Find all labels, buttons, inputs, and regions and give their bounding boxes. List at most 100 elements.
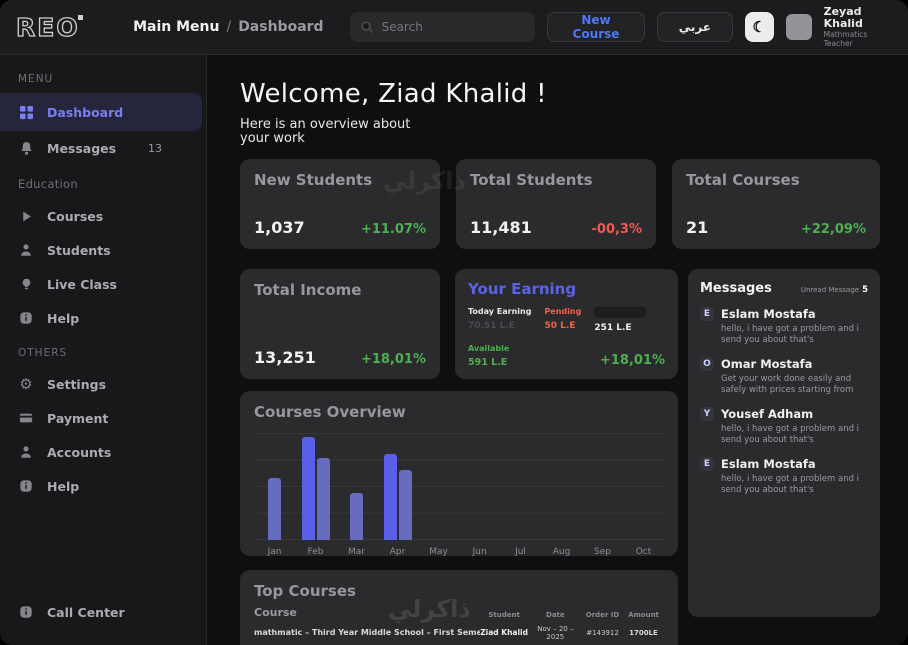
top-bar: REO Main Menu / Dashboard New Course عرب… — [0, 0, 908, 55]
stat-value: 11,481 — [470, 217, 532, 237]
chart-bar — [398, 469, 412, 540]
stat-delta: +22,09% — [800, 221, 866, 237]
breadcrumb: Main Menu / Dashboard — [133, 19, 324, 35]
sidebar-item-label: Call Center — [47, 604, 125, 620]
breadcrumb-dashboard[interactable]: Dashboard — [238, 19, 324, 35]
student-column-header: Student — [488, 610, 520, 619]
search-icon — [360, 21, 373, 33]
stats-row: New Students 1,037 +11.07% Total Student… — [240, 158, 880, 249]
your-earning-card: Your Earning Today Earning 70.51 L.E Pen… — [455, 268, 678, 379]
dark-mode-toggle[interactable]: ☾ — [744, 12, 774, 42]
user-role: Mathmatics Teacher — [823, 30, 868, 48]
messages-panel: Messages Unread Message 5 E Eslam Mostafa… — [688, 268, 880, 617]
message-preview: hello, i have got a problem and i send y… — [721, 473, 860, 495]
chart-bar — [383, 453, 397, 540]
user-name: Zeyad Khalid — [823, 4, 863, 31]
earning-delta: +18,01% — [599, 352, 665, 368]
today-earning-value: 70.51 L.E — [468, 320, 515, 331]
user-avatar[interactable] — [785, 14, 812, 40]
info-icon — [18, 311, 34, 325]
message-preview: hello, i have got a problem and i send y… — [721, 423, 860, 445]
gear-icon: ⚙ — [19, 374, 33, 393]
pending-value: 50 L.E — [544, 320, 576, 331]
menu-section-label: MENU — [18, 73, 54, 85]
message-list-item[interactable]: E Eslam Mostafa hello, i have got a prob… — [700, 456, 868, 496]
user-info: Zeyad Khalid Mathmatics Teacher — [823, 4, 892, 49]
chart-x-label: Jul — [515, 546, 526, 557]
sidebar-item-label: Payment — [47, 410, 109, 426]
sidebar: MENU Dashboard Messages 13 Education Cou… — [0, 55, 207, 645]
date-cell: Nov – 20 – 2025 — [537, 624, 574, 641]
sidebar-item-label: Live Class — [47, 276, 118, 292]
sidebar-item-dashboard[interactable]: Dashboard — [0, 93, 202, 131]
message-sender-name: Eslam Mostafa — [721, 456, 816, 471]
course-cell: mathmatic – Third Year Middle School – F… — [254, 628, 480, 638]
sidebar-item-call-center[interactable]: Call Center — [0, 595, 206, 629]
bar-chart-plot — [254, 432, 664, 540]
new-course-button[interactable]: New Course — [547, 12, 645, 42]
language-toggle-button[interactable]: عربي — [656, 12, 733, 42]
order-id-column-header: Order ID — [585, 610, 620, 619]
chart-x-label: Sep — [594, 546, 611, 557]
message-sender-name: Eslam Mostafa — [721, 306, 816, 321]
message-preview: hello, i have got a problem and i send y… — [721, 323, 860, 345]
sidebar-item-label: Courses — [47, 208, 104, 224]
breadcrumb-separator: / — [226, 19, 232, 35]
stat-delta: -00,3% — [591, 221, 643, 237]
chart-bars — [254, 433, 664, 540]
course-column-header: Course — [254, 605, 297, 619]
main-content: ذاكرلي ذاكرلي Welcome, Ziad Khalid ! Her… — [208, 55, 908, 645]
today-earning-label: Today Earning — [468, 306, 532, 316]
sidebar-item-courses[interactable]: Courses — [0, 199, 206, 233]
sidebar-item-label: Help — [47, 478, 80, 494]
sidebar-item-help-education[interactable]: Help — [0, 301, 206, 335]
messages-panel-title: Messages — [700, 280, 772, 296]
sidebar-item-settings[interactable]: ⚙ Settings — [0, 367, 206, 401]
stat-title: Total Courses — [686, 170, 800, 189]
sidebar-item-label: Accounts — [47, 444, 112, 460]
sidebar-item-accounts[interactable]: Accounts — [0, 435, 206, 469]
sidebar-item-label: Help — [47, 310, 80, 326]
amount-cell: 1700LE — [629, 628, 658, 637]
chart-x-labels: Jan Feb Mar Apr May Jun Jul Aug Sep Oct — [254, 547, 664, 557]
page-subtitle-line2: your work — [240, 131, 305, 147]
sidebar-item-live-class[interactable]: Live Class — [0, 267, 206, 301]
student-cell: Ziad Khalid — [480, 628, 528, 638]
table-row[interactable]: mathmatic – Third Year Middle School – F… — [254, 619, 664, 645]
top-courses-title: Top Courses — [254, 581, 356, 600]
unread-messages-label: Unread Message 5 — [801, 285, 868, 295]
available-block: Available 591 L.E — [468, 344, 509, 368]
chart-x-label: Apr — [389, 546, 406, 557]
search-input[interactable] — [381, 20, 526, 34]
sidebar-item-label: Messages — [47, 140, 117, 156]
sidebar-item-students[interactable]: Students — [0, 233, 206, 267]
chart-title: Courses Overview — [254, 402, 406, 421]
today-earning-block: Today Earning 70.51 L.E — [468, 307, 531, 333]
play-icon — [18, 210, 34, 223]
sidebar-item-help-others[interactable]: Help — [0, 469, 206, 503]
courses-overview-card: Courses Overview Jan Feb Mar Apr May Jun Jul Au… — [240, 390, 678, 557]
app-logo[interactable]: REO — [15, 12, 97, 42]
message-list-item[interactable]: E Eslam Mostafa hello, i have got a prob… — [700, 306, 868, 346]
headset-icon — [18, 605, 34, 619]
sidebar-item-messages[interactable]: Messages 13 — [0, 131, 206, 165]
earning-placeholder-pill — [594, 306, 647, 318]
logo-mark — [78, 14, 84, 20]
chart-x-label: Oct — [635, 546, 652, 557]
order-id-cell: #143912 — [586, 628, 619, 637]
message-avatar: Y — [700, 406, 714, 421]
chart-column — [377, 453, 418, 540]
message-sender-name: Yousef Adham — [721, 406, 814, 421]
stat-title: New Students — [254, 170, 373, 189]
sidebar-item-payment[interactable]: Payment — [0, 401, 206, 435]
chart-bar — [268, 477, 281, 540]
message-preview: Get your work done easily and safely wit… — [721, 373, 854, 395]
message-list-item[interactable]: O Omar Mostafa Get your work done easily… — [700, 356, 868, 396]
unread-count: 5 — [862, 284, 868, 295]
stat-value: 1,037 — [254, 217, 305, 237]
message-avatar: E — [700, 456, 714, 471]
available-label: Available — [468, 343, 510, 353]
breadcrumb-main-menu[interactable]: Main Menu — [133, 19, 220, 35]
message-list-item[interactable]: Y Yousef Adham hello, i have got a probl… — [700, 406, 868, 446]
